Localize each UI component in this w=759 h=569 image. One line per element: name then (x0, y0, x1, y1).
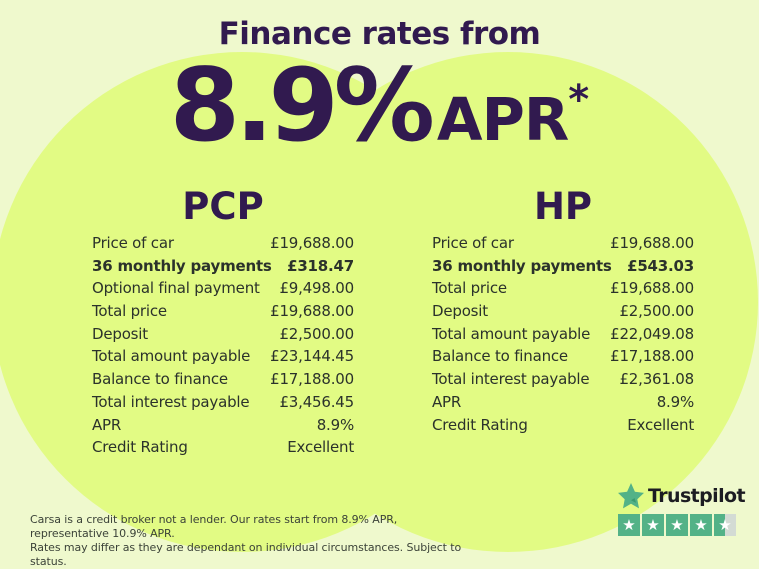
trustpilot-star-box: ★ (642, 514, 664, 536)
star-icon: ★ (670, 516, 684, 534)
rate-suffix: APR* (436, 80, 589, 154)
row-value: £318.47 (287, 256, 354, 275)
row-value: £3,456.45 (279, 392, 354, 411)
rate-asterisk: * (568, 77, 590, 123)
row-label: Balance to finance (432, 347, 568, 366)
star-icon: ★ (622, 516, 636, 534)
star-icon: ★ (718, 516, 732, 534)
row-label: Deposit (432, 302, 488, 321)
pcp-table-heading: PCP (182, 185, 264, 228)
trustpilot-brand-label: Trustpilot (648, 485, 746, 507)
table-row: Total interest payable £2,361.08 (432, 370, 694, 393)
row-value: £9,498.00 (279, 279, 354, 298)
hp-table-heading: HP (533, 185, 593, 228)
row-value: £19,688.00 (610, 234, 694, 252)
row-value: Excellent (627, 415, 694, 434)
row-label: APR (432, 392, 462, 411)
table-row: APR 8.9% (92, 416, 354, 439)
table-row: Balance to finance £17,188.00 (432, 347, 694, 370)
row-value: Excellent (287, 438, 354, 457)
table-row: Total interest payable £3,456.45 (92, 393, 354, 416)
table-row: Credit Rating Excellent (92, 438, 354, 461)
row-value: £19,688.00 (610, 279, 694, 298)
row-value: £23,144.45 (270, 347, 354, 366)
table-row: Total amount payable £22,049.08 (432, 325, 694, 348)
row-label: APR (92, 415, 122, 434)
star-icon: ★ (694, 516, 708, 534)
star-icon: ★ (646, 516, 660, 534)
row-value: £543.03 (627, 256, 694, 275)
row-label: Optional final payment (92, 279, 260, 298)
row-label: Total price (92, 302, 167, 321)
row-label: Credit Rating (92, 438, 188, 457)
table-row: Price of car £19,688.00 (432, 234, 694, 257)
trustpilot-star-box: ★ (666, 514, 688, 536)
row-label: Price of car (432, 234, 514, 252)
table-row: Total amount payable £23,144.45 (92, 347, 354, 370)
trustpilot-star-box: ★ (690, 514, 712, 536)
row-label: Total price (432, 279, 507, 298)
row-label: 36 monthly payments (92, 256, 272, 275)
table-row: Balance to finance £17,188.00 (92, 370, 354, 393)
row-label: Deposit (92, 324, 148, 343)
table-row: Deposit £2,500.00 (92, 325, 354, 348)
row-label: Balance to finance (92, 370, 228, 389)
row-label: Total amount payable (92, 347, 251, 366)
trustpilot-star-box: ★ (714, 514, 736, 536)
disclaimer: Carsa is a credit broker not a lender. O… (30, 513, 470, 569)
table-row: APR 8.9% (432, 393, 694, 416)
rate-line: 8.9% APR* (0, 55, 759, 156)
rate-suffix-text: APR (436, 85, 569, 154)
hp-table-rows: Price of car £19,688.00 36 monthly payment… (432, 234, 694, 438)
row-value: 8.9% (316, 415, 355, 434)
table-row: Price of car £19,688.00 (92, 234, 354, 257)
row-label: Credit Rating (432, 415, 528, 434)
row-value: 8.9% (656, 392, 695, 411)
table-row: Total price £19,688.00 (92, 302, 354, 325)
table-row: Optional final payment £9,498.00 (92, 279, 354, 302)
row-label: Total interest payable (92, 392, 250, 411)
hp-table: HP Price of car £19,688.00 36 monthly paym… (432, 186, 694, 438)
table-row: 36 monthly payments £318.47 (92, 257, 354, 280)
row-label: Total amount payable (432, 324, 591, 343)
banner-title: Finance rates from (218, 16, 541, 52)
pcp-table: PCP Price of car £19,688.00 36 monthly pay… (92, 186, 354, 461)
row-value: £19,688.00 (270, 302, 354, 321)
row-value: £2,500.00 (619, 302, 694, 321)
row-value: £2,361.08 (619, 370, 694, 389)
table-row: 36 monthly payments £543.03 (432, 257, 694, 280)
trustpilot-star-icon (618, 483, 644, 509)
row-value: £22,049.08 (610, 324, 694, 343)
trustpilot-widget: Trustpilot ★ ★ ★ ★ ★ (618, 483, 746, 536)
pcp-table-rows: Price of car £19,688.00 36 monthly payment… (92, 234, 354, 461)
row-value: £2,500.00 (279, 324, 354, 343)
disclaimer-line-2: Rates may differ as they are dependant o… (30, 541, 462, 568)
table-row: Deposit £2,500.00 (432, 302, 694, 325)
trustpilot-stars: ★ ★ ★ ★ ★ (618, 514, 745, 536)
table-row: Total price £19,688.00 (432, 279, 694, 302)
row-value: £19,688.00 (270, 234, 354, 252)
trustpilot-logo: Trustpilot (618, 483, 746, 509)
row-value: £17,188.00 (610, 347, 694, 366)
rate-value: 8.9% (169, 46, 435, 164)
header: Finance rates from 8.9% APR* (0, 16, 759, 156)
trustpilot-star-box: ★ (618, 514, 640, 536)
row-label: 36 monthly payments (432, 256, 612, 275)
row-label: Price of car (92, 234, 174, 252)
table-row: Credit Rating Excellent (432, 416, 694, 439)
row-label: Total interest payable (432, 370, 590, 389)
decorative-circle-right (258, 52, 758, 552)
row-value: £17,188.00 (270, 370, 354, 389)
disclaimer-line-1: Carsa is a credit broker not a lender. O… (30, 513, 398, 540)
